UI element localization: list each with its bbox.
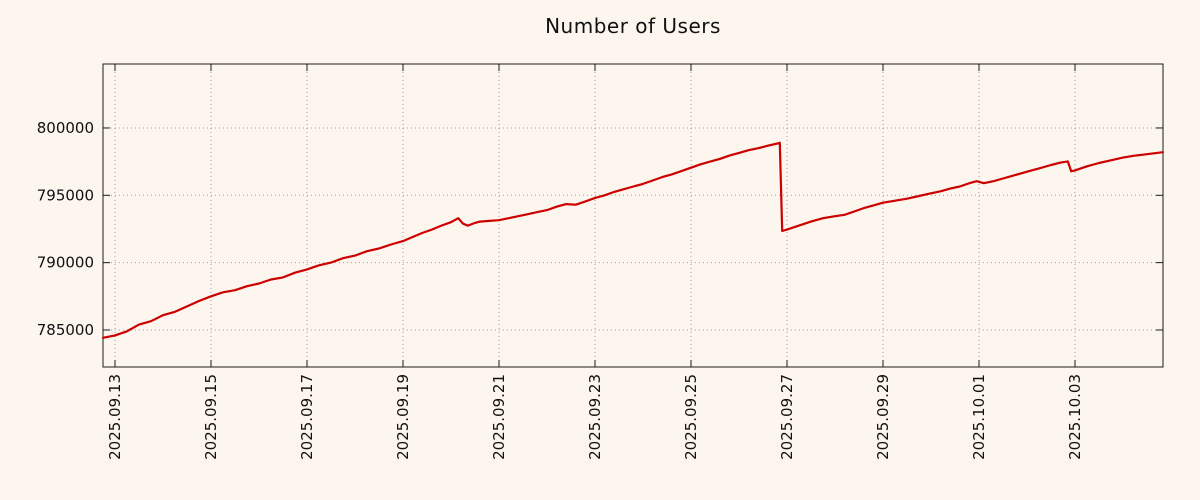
x-tick-label: 2025.09.23 [586,374,604,460]
x-tick-label: 2025.09.29 [874,374,892,460]
y-tick-label: 790000 [37,254,94,272]
x-tick-label: 2025.10.01 [970,374,988,460]
y-tick-label: 785000 [37,321,94,339]
data-line-users [101,141,1165,339]
chart-title: Number of Users [545,14,721,38]
x-tick-label: 2025.09.19 [394,374,412,460]
plot-border [102,63,1164,368]
y-tick-label: 800000 [37,119,94,137]
x-tick-label: 2025.09.21 [490,374,508,460]
x-tick-label: 2025.09.25 [682,374,700,460]
x-tick-label: 2025.10.03 [1066,374,1084,460]
x-tick-label: 2025.09.13 [106,374,124,460]
x-tick-label: 2025.09.27 [778,374,796,460]
y-tick-label: 795000 [37,186,94,204]
x-tick-label: 2025.09.15 [202,374,220,460]
x-tick-label: 2025.09.17 [298,374,316,460]
